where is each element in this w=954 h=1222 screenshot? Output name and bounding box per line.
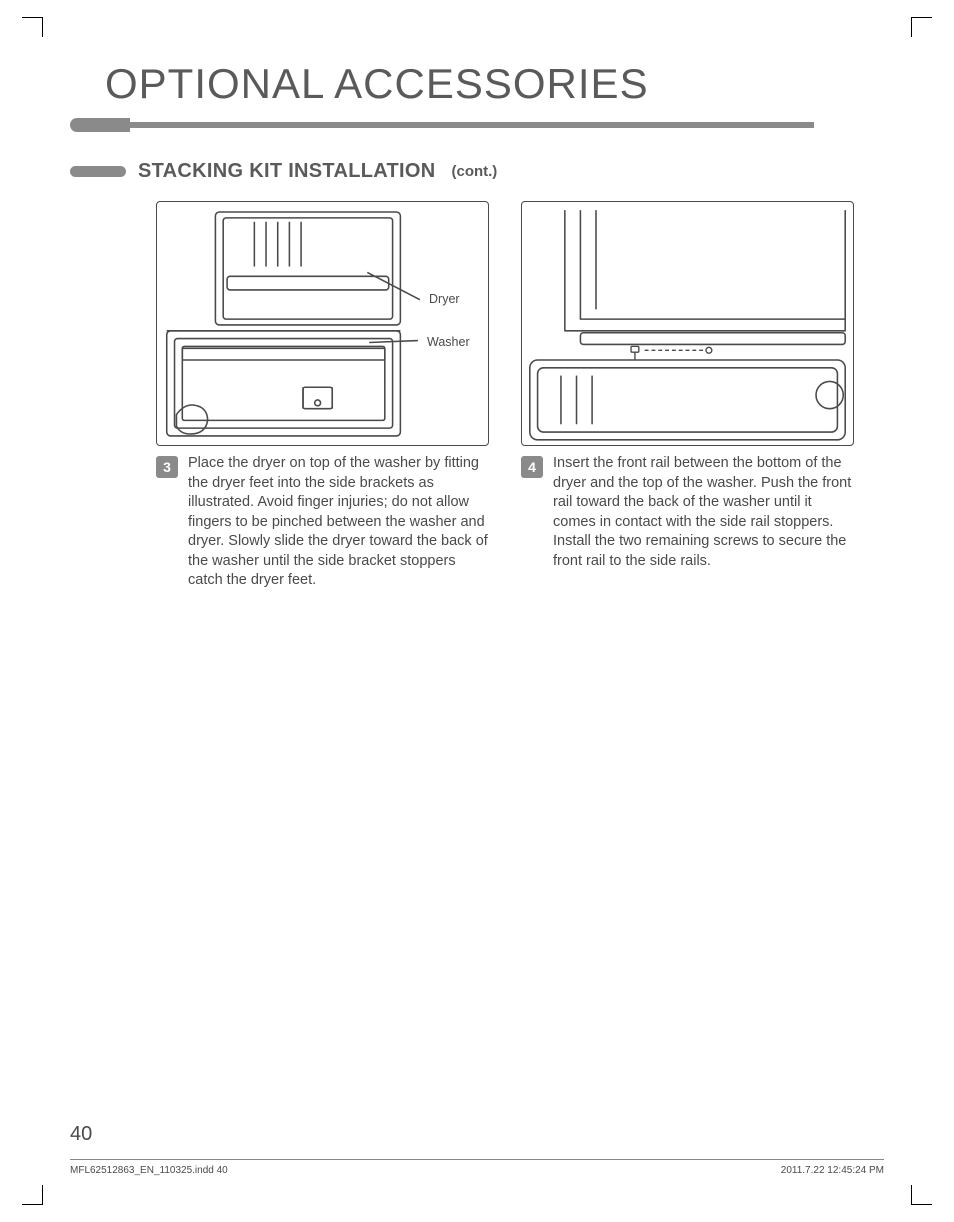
step-number-3: 3 [156,456,178,478]
dryer-on-washer-illustration [157,202,488,445]
footer-filename: MFL62512863_EN_110325.indd 40 [70,1165,228,1176]
print-footer: MFL62512863_EN_110325.indd 40 2011.7.22 … [70,1165,884,1176]
figure-step-4 [521,201,854,446]
page-title: OPTIONAL ACCESSORIES [105,60,894,108]
crop-mark [42,1185,62,1205]
section-heading-cont: (cont.) [451,163,497,180]
crop-mark [892,1185,912,1205]
heading-bullet [70,166,126,177]
callout-washer: Washer [427,335,470,349]
footer-rule [70,1159,884,1160]
step-number-4: 4 [521,456,543,478]
step-4-text: Insert the front rail between the bottom… [553,454,854,571]
front-rail-illustration [522,202,853,445]
footer-timestamp: 2011.7.22 12:45:24 PM [781,1165,884,1176]
crop-mark [892,17,912,37]
step-4-block: 4 Insert the front rail between the bott… [521,201,854,591]
crop-mark [42,17,62,37]
page: OPTIONAL ACCESSORIES STACKING KIT INSTAL… [60,40,894,1182]
callout-dryer: Dryer [429,292,460,306]
step-3-text: Place the dryer on top of the washer by … [188,454,489,591]
section-heading-text: STACKING KIT INSTALLATION [138,160,435,183]
page-number: 40 [70,1123,92,1146]
step-3-block: Dryer Washer 3 Place the dryer on top of… [156,201,489,591]
figure-step-3: Dryer Washer [156,201,489,446]
section-heading: STACKING KIT INSTALLATION (cont.) [70,160,894,183]
title-rule [70,118,814,132]
